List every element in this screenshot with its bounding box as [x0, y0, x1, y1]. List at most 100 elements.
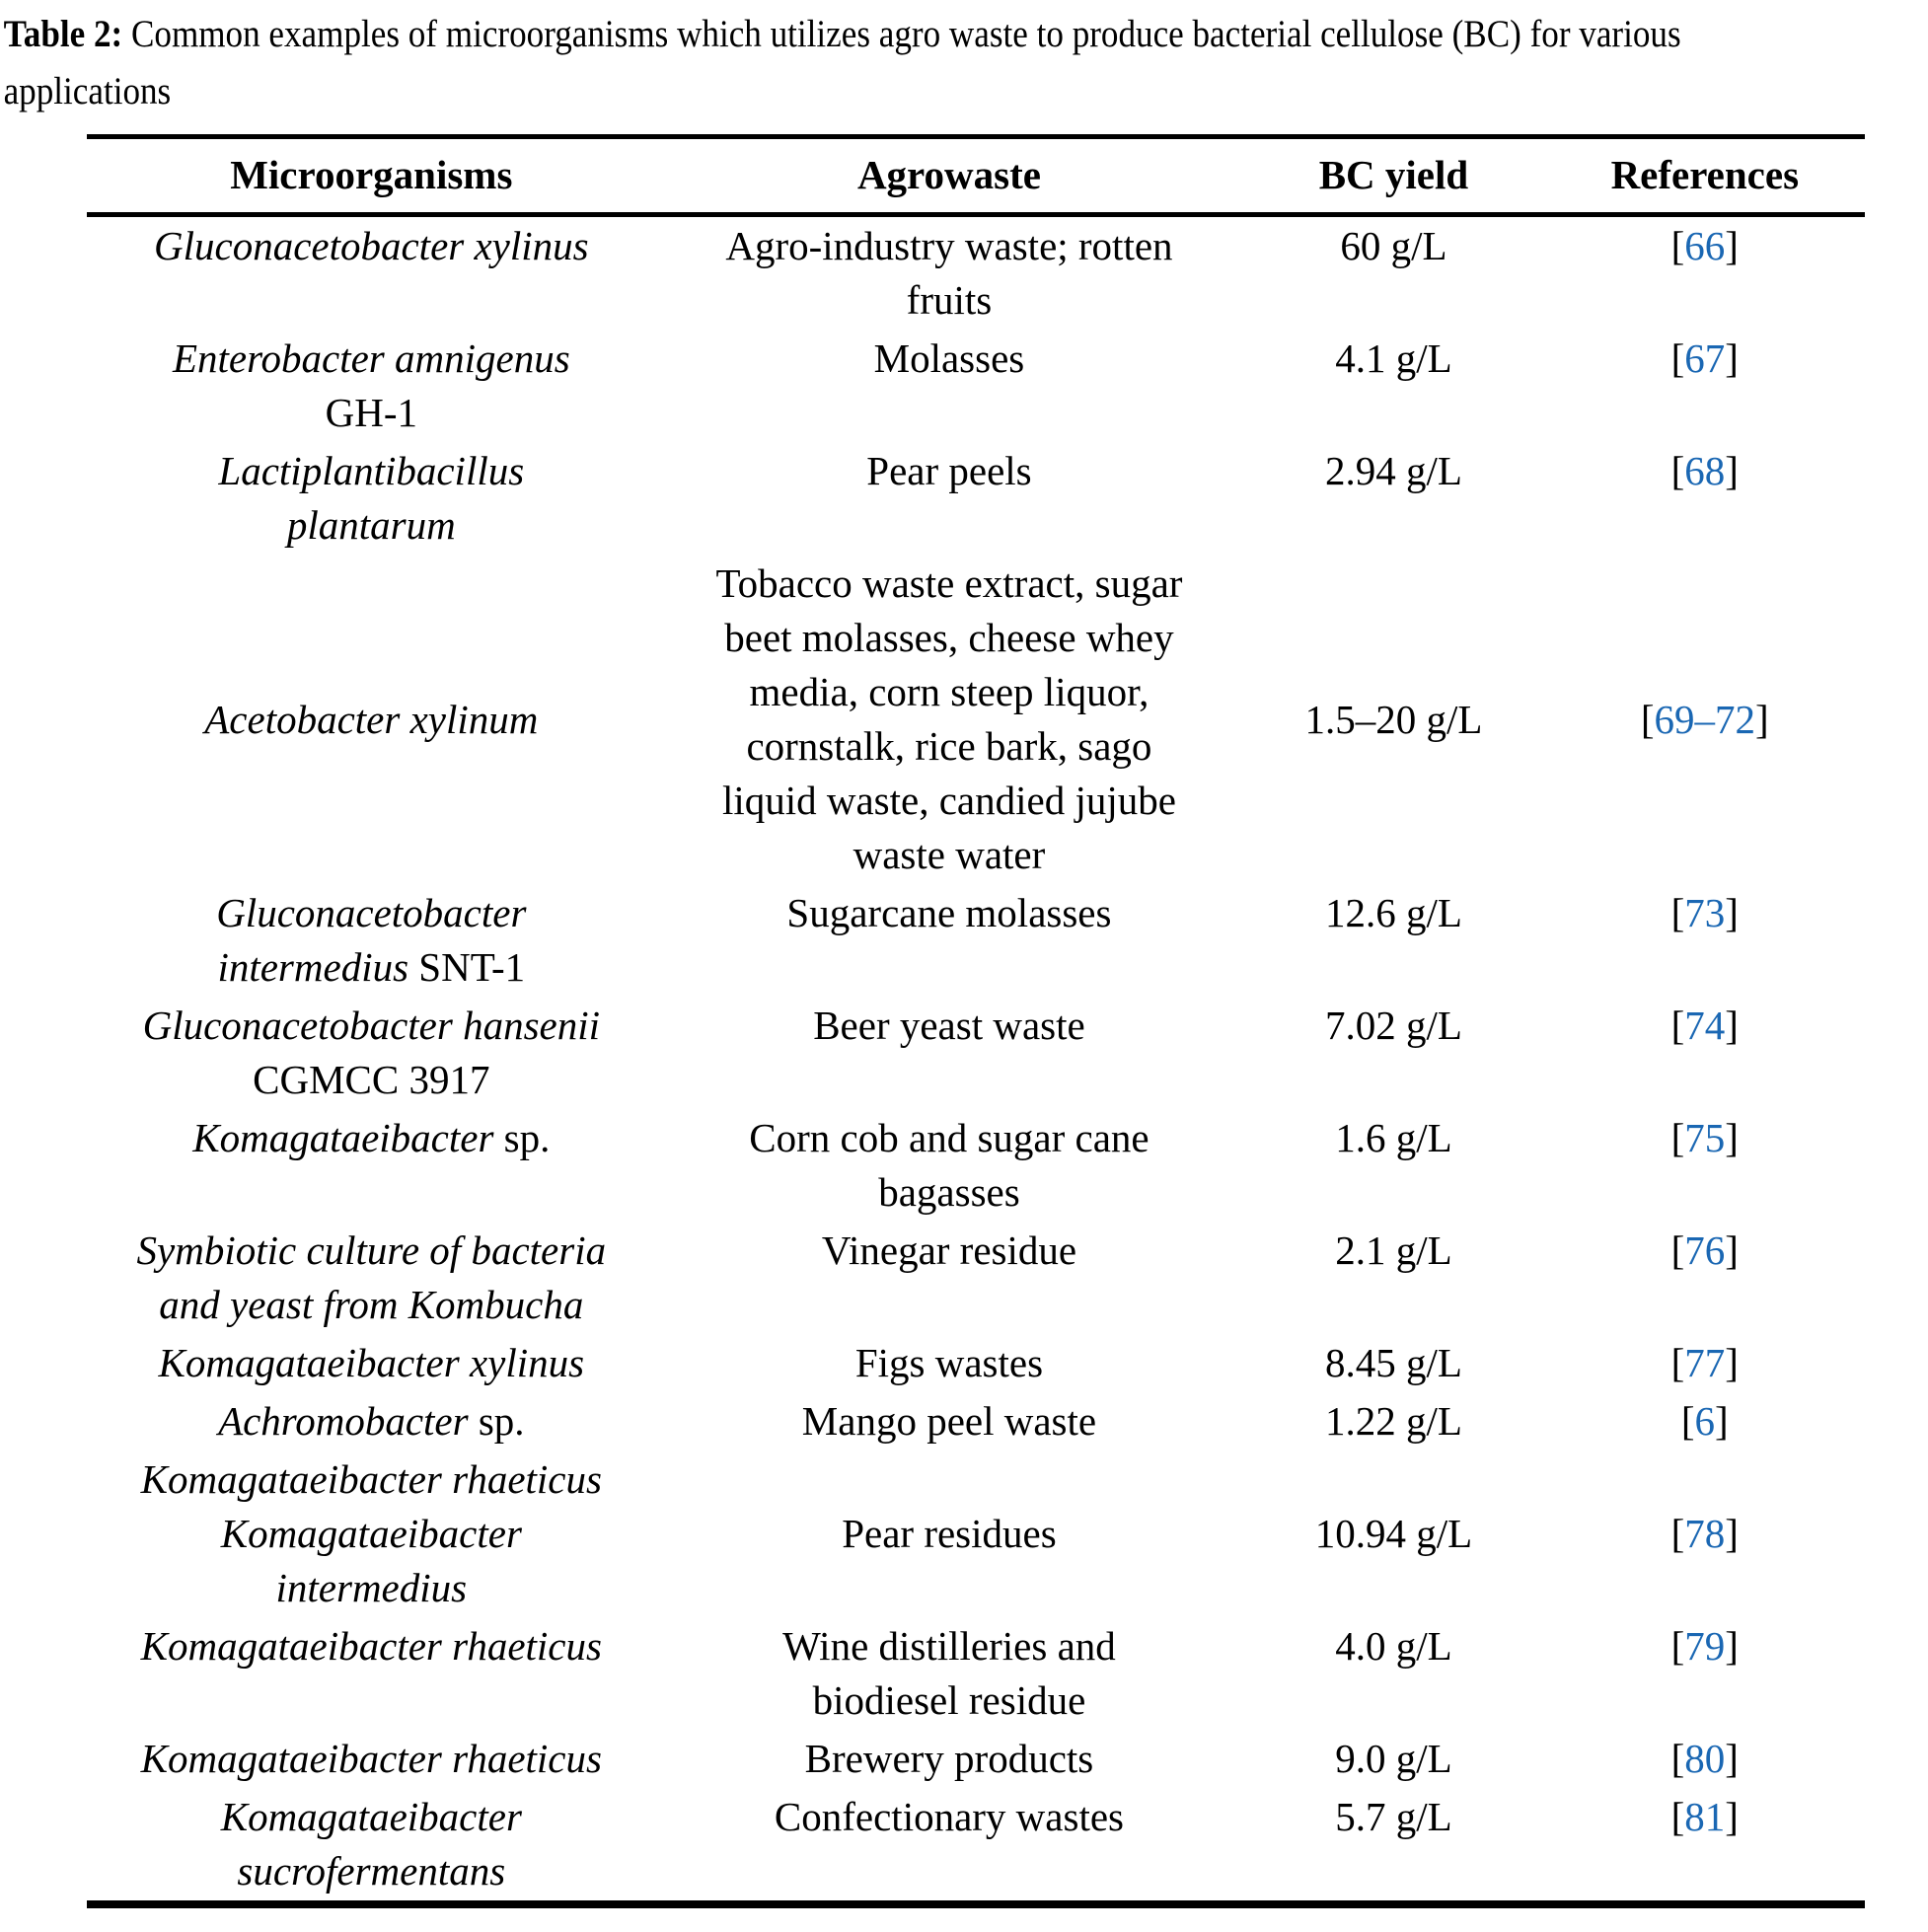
species-name: Komagataeibacter rhaeticus [140, 1736, 602, 1781]
reference-cell: [81] [1545, 1788, 1865, 1904]
species-name: Gluconacetobacter hansenii [142, 1003, 601, 1048]
reference-number: 78 [1684, 1511, 1726, 1556]
reference-number: 68 [1684, 448, 1726, 493]
bc-yield-cell: 2.94 g/L [1324, 448, 1462, 493]
reference-cell: [77] [1545, 1334, 1865, 1392]
microorganism-cell: Symbiotic culture of bacteria and yeast … [87, 1222, 656, 1334]
open-bracket: [ [1670, 1115, 1685, 1160]
bc-yield-cell: 60 g/L [1340, 223, 1447, 268]
microorganism-cell: Acetobacter xylinum [87, 555, 656, 884]
bc-yield-cell: 1.22 g/L [1324, 1398, 1462, 1444]
close-bracket: ] [1725, 890, 1739, 935]
agrowaste-cell: Sugarcane molasses [786, 890, 1112, 935]
close-bracket: ] [1725, 1623, 1739, 1669]
open-bracket: [ [1670, 335, 1685, 381]
strain-name: GH-1 [325, 390, 417, 435]
reference-link[interactable]: [78] [1671, 1511, 1739, 1556]
close-bracket: ] [1725, 1340, 1739, 1385]
reference-link[interactable]: [6] [1681, 1398, 1729, 1444]
microorganism-cell: Gluconacetobacter xylinus [87, 215, 656, 331]
table-row: Komagataeibacter rhaeticus Wine distiller… [87, 1617, 1865, 1730]
bc-yield-cell: 4.1 g/L [1335, 335, 1452, 381]
agrowaste-cell: Pear residues [842, 1511, 1057, 1556]
open-bracket: [ [1670, 1003, 1685, 1048]
reference-link[interactable]: [68] [1671, 448, 1739, 493]
reference-cell: [67] [1545, 330, 1865, 442]
species-name: Acetobacter xylinum [204, 696, 539, 742]
reference-link[interactable]: [81] [1671, 1794, 1739, 1839]
table-row: Komagataeibacter sp. Corn cob and sugar c… [87, 1109, 1865, 1222]
close-bracket: ] [1725, 223, 1739, 268]
table-row: Symbiotic culture of bacteria and yeast … [87, 1222, 1865, 1334]
reference-cell: [73] [1545, 884, 1865, 997]
close-bracket: ] [1725, 1736, 1739, 1781]
species-name: Komagataeibacter rhaeticus Komagataeibac… [140, 1456, 602, 1610]
reference-cell: [76] [1545, 1222, 1865, 1334]
reference-link[interactable]: [74] [1671, 1003, 1739, 1048]
reference-number: 66 [1684, 223, 1726, 268]
agrowaste-cell: Molasses [873, 335, 1025, 381]
table-caption: Table 2: Common examples of microorganis… [0, 0, 1909, 120]
table-header: Microorganisms Agrowaste BC yield Refere… [87, 136, 1865, 217]
species-name: Enterobacter amnigenus [172, 335, 570, 381]
bc-yield-cell: 5.7 g/L [1335, 1794, 1452, 1839]
microorganism-cell: Achromobacter sp. [87, 1392, 656, 1450]
open-bracket: [ [1670, 1227, 1685, 1273]
open-bracket: [ [1640, 696, 1655, 742]
reference-link[interactable]: [76] [1671, 1227, 1739, 1273]
reference-link[interactable]: [67] [1671, 335, 1739, 381]
table-row: Achromobacter sp. Mango peel waste 1.22 g/… [87, 1392, 1865, 1450]
species-name: Achromobacter [218, 1398, 469, 1444]
bc-yield-cell: 4.0 g/L [1335, 1623, 1452, 1669]
open-bracket: [ [1670, 890, 1685, 935]
reference-link[interactable]: [79] [1671, 1623, 1739, 1669]
close-bracket: ] [1725, 448, 1739, 493]
open-bracket: [ [1680, 1398, 1695, 1444]
reference-cell: [75] [1545, 1109, 1865, 1222]
column-header-references: References [1544, 136, 1865, 217]
species-name: Komagataeibacter [192, 1115, 494, 1160]
bc-yield-cell: 12.6 g/L [1324, 890, 1462, 935]
agrowaste-cell: Beer yeast waste [813, 1003, 1085, 1048]
table-row: Lactiplantibacillus plantarum Pear peels 2… [87, 442, 1865, 555]
bc-yield-cell: 8.45 g/L [1324, 1340, 1462, 1385]
microorganism-cell: Komagataeibacter rhaeticus Komagataeibac… [87, 1450, 656, 1617]
reference-link[interactable]: [66] [1671, 223, 1739, 268]
reference-link[interactable]: [69–72] [1641, 697, 1769, 742]
microorganism-cell: Komagataeibacter rhaeticus [87, 1730, 656, 1788]
header-row: Microorganisms Agrowaste BC yield Refere… [87, 136, 1865, 217]
column-header-microorganisms: Microorganisms [87, 136, 656, 217]
reference-cell: [79] [1545, 1617, 1865, 1730]
strain-name: sp. [493, 1115, 551, 1160]
microorganism-cell: Gluconacetobacter hansenii CGMCC 3917 [87, 997, 656, 1109]
reference-number: 69–72 [1654, 696, 1756, 742]
reference-number: 79 [1684, 1623, 1726, 1669]
reference-link[interactable]: [77] [1671, 1340, 1739, 1385]
table-row: Komagataeibacter rhaeticus Brewery produc… [87, 1730, 1865, 1788]
open-bracket: [ [1670, 1511, 1685, 1556]
agrowaste-cell: Agro-industry waste; rotten fruits [725, 223, 1173, 323]
table-row: Gluconacetobacter intermedius SNT-1 Sugar… [87, 884, 1865, 997]
close-bracket: ] [1725, 1115, 1739, 1160]
close-bracket: ] [1715, 1398, 1729, 1444]
column-header-bc-yield: BC yield [1242, 136, 1545, 217]
open-bracket: [ [1670, 1736, 1685, 1781]
species-name: Komagataeibacter xylinus [158, 1340, 585, 1385]
reference-number: 73 [1684, 890, 1726, 935]
open-bracket: [ [1670, 1623, 1685, 1669]
reference-number: 76 [1684, 1227, 1726, 1273]
table-body: Gluconacetobacter xylinus Agro-industry w… [87, 215, 1865, 1905]
reference-link[interactable]: [73] [1671, 890, 1739, 935]
reference-link[interactable]: [80] [1671, 1736, 1739, 1781]
agrowaste-cell: Corn cob and sugar cane bagasses [749, 1115, 1149, 1215]
strain-name: SNT-1 [408, 944, 526, 990]
agrowaste-cell: Vinegar residue [821, 1227, 1077, 1273]
bc-yield-cell: 2.1 g/L [1335, 1227, 1452, 1273]
agrowaste-cell: Wine distilleries and biodiesel residue [782, 1623, 1116, 1723]
reference-cell: [78] [1545, 1450, 1865, 1617]
species-name: Gluconacetobacter xylinus [154, 223, 589, 268]
table-row: Komagataeibacter xylinus Figs wastes 8.45 … [87, 1334, 1865, 1392]
reference-link[interactable]: [75] [1671, 1115, 1739, 1160]
microorganism-cell: Komagataeibacter xylinus [87, 1334, 656, 1392]
microorganism-cell: Komagataeibacter rhaeticus [87, 1617, 656, 1730]
